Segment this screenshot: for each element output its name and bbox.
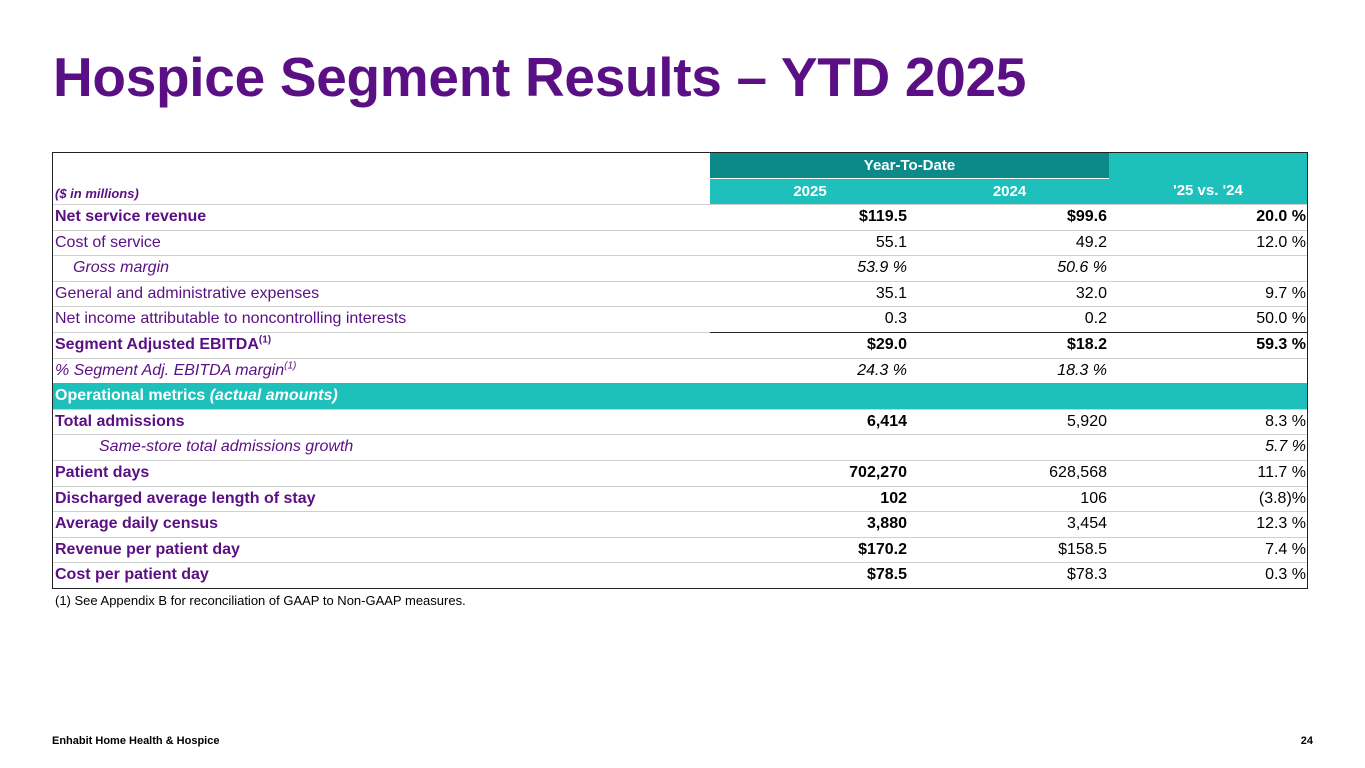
table-row-noncontrolling-interests: Net income attributable to noncontrollin…	[53, 306, 1307, 332]
footnote: (1) See Appendix B for reconciliation of…	[55, 593, 466, 608]
col-header-2025: 2025	[710, 179, 910, 204]
table-row-ebitda-margin: % Segment Adj. EBITDA margin(1) 24.3 % 1…	[53, 357, 1307, 384]
row-label: Net service revenue	[55, 208, 207, 225]
value-2024: 106	[1080, 489, 1107, 507]
value-2025: $29.0	[866, 335, 907, 353]
col-header-change: '25 vs. '24	[1109, 153, 1307, 204]
footnote-marker: (1)	[284, 360, 297, 372]
value-change: 7.4 %	[1265, 540, 1306, 558]
table-row-cost-of-service: Cost of service 55.1 49.2 12.0 %	[53, 229, 1307, 256]
value-change: 11.7 %	[1257, 463, 1306, 481]
table-row-segment-adjusted-ebitda: Segment Adjusted EBITDA(1) $29.0 $18.2 5…	[53, 331, 1307, 358]
row-label: % Segment Adj. EBITDA margin	[55, 361, 285, 379]
row-label: Segment Adjusted EBITDA	[55, 335, 259, 353]
value-change: 9.7 %	[1265, 284, 1306, 302]
value-2024: 18.3 %	[1057, 361, 1107, 379]
row-label: Patient days	[55, 463, 150, 481]
ytd-header: Year-To-Date	[710, 153, 1109, 178]
table-row-cost-per-patient-day: Cost per patient day $78.5 $78.3 0.3 %	[53, 562, 1307, 588]
section-label-group: Operational metrics (actual amounts)	[55, 384, 338, 408]
table-row-average-length-of-stay: Discharged average length of stay 102 10…	[53, 485, 1307, 512]
row-label: Discharged average length of stay	[55, 489, 316, 507]
value-2025: $78.5	[866, 566, 907, 584]
row-label: Net income attributable to noncontrollin…	[55, 310, 407, 328]
units-label: ($ in millions)	[55, 186, 139, 201]
row-label: Average daily census	[55, 515, 219, 533]
value-2025: 53.9 %	[857, 259, 907, 277]
value-2024: 0.2	[1084, 310, 1107, 328]
value-2024: $18.2	[1066, 335, 1107, 353]
value-2024: $158.5	[1058, 540, 1107, 558]
table-row-general-admin: General and administrative expenses 35.1…	[53, 280, 1307, 307]
row-label: Cost of service	[55, 233, 161, 251]
table-row-gross-margin: Gross margin 53.9 % 50.6 %	[53, 255, 1307, 281]
value-2024: $99.6	[1066, 208, 1107, 225]
row-label: Revenue per patient day	[55, 540, 240, 558]
section-label-italic: (actual amounts)	[209, 387, 338, 405]
row-label: Total admissions	[55, 412, 185, 430]
table-row-total-admissions: Total admissions 6,414 5,920 8.3 %	[53, 408, 1307, 435]
value-2025: $170.2	[858, 540, 907, 558]
value-change: (3.8)%	[1258, 489, 1306, 507]
table-row-average-daily-census: Average daily census 3,880 3,454 12.3 %	[53, 511, 1307, 537]
value-2024: 32.0	[1075, 284, 1107, 302]
value-change: 20.0 %	[1256, 208, 1306, 225]
section-label: Operational metrics	[55, 387, 210, 405]
row-label: Gross margin	[73, 259, 170, 277]
value-2025: 702,270	[849, 463, 907, 481]
page-title: Hospice Segment Results – YTD 2025	[53, 46, 1027, 108]
row-label: General and administrative expenses	[55, 284, 320, 302]
value-change: 50.0 %	[1256, 310, 1306, 328]
value-2025: 55.1	[875, 233, 907, 251]
value-2024: 3,454	[1066, 515, 1107, 533]
value-2024: $78.3	[1066, 566, 1107, 584]
footer-company: Enhabit Home Health & Hospice	[52, 735, 220, 747]
value-2025: $119.5	[858, 208, 907, 225]
table-header: ($ in millions) Year-To-Date 2025 2024 '…	[53, 153, 1307, 204]
value-2024: 5,920	[1066, 412, 1107, 430]
table-row-patient-days: Patient days 702,270 628,568 11.7 %	[53, 459, 1307, 486]
value-change: 5.7 %	[1265, 438, 1306, 456]
value-change: 12.0 %	[1256, 233, 1306, 251]
row-label: Cost per patient day	[55, 566, 209, 584]
value-change: 12.3 %	[1256, 515, 1306, 533]
row-label-group: % Segment Adj. EBITDA margin(1)	[55, 359, 296, 383]
value-2024: 49.2	[1075, 233, 1107, 251]
value-2024: 628,568	[1049, 463, 1107, 481]
table-row-net-service-revenue: Net service revenue $119.5 $99.6 20.0 %	[53, 204, 1307, 230]
results-table: ($ in millions) Year-To-Date 2025 2024 '…	[52, 152, 1308, 589]
value-2025: 102	[880, 489, 907, 507]
value-change: 8.3 %	[1265, 412, 1306, 430]
value-change: 0.3 %	[1265, 566, 1306, 584]
value-2025: 24.3 %	[857, 361, 907, 379]
value-change: 59.3 %	[1256, 335, 1306, 353]
value-2025: 0.3	[884, 310, 907, 328]
value-2025: 3,880	[866, 515, 907, 533]
value-2024: 50.6 %	[1057, 259, 1107, 277]
table-row-revenue-per-patient-day: Revenue per patient day $170.2 $158.5 7.…	[53, 536, 1307, 563]
footnote-marker: (1)	[258, 334, 272, 346]
page-number: 24	[1300, 735, 1313, 747]
row-label: Same-store total admissions growth	[99, 438, 354, 456]
col-header-2024: 2024	[910, 179, 1109, 204]
row-label-group: Segment Adjusted EBITDA(1)	[55, 333, 271, 357]
value-2025: 6,414	[866, 412, 907, 430]
section-header-operational-metrics: Operational metrics (actual amounts)	[53, 383, 1307, 409]
table-row-same-store-growth: Same-store total admissions growth 5.7 %	[53, 434, 1307, 460]
value-2025: 35.1	[875, 284, 907, 302]
